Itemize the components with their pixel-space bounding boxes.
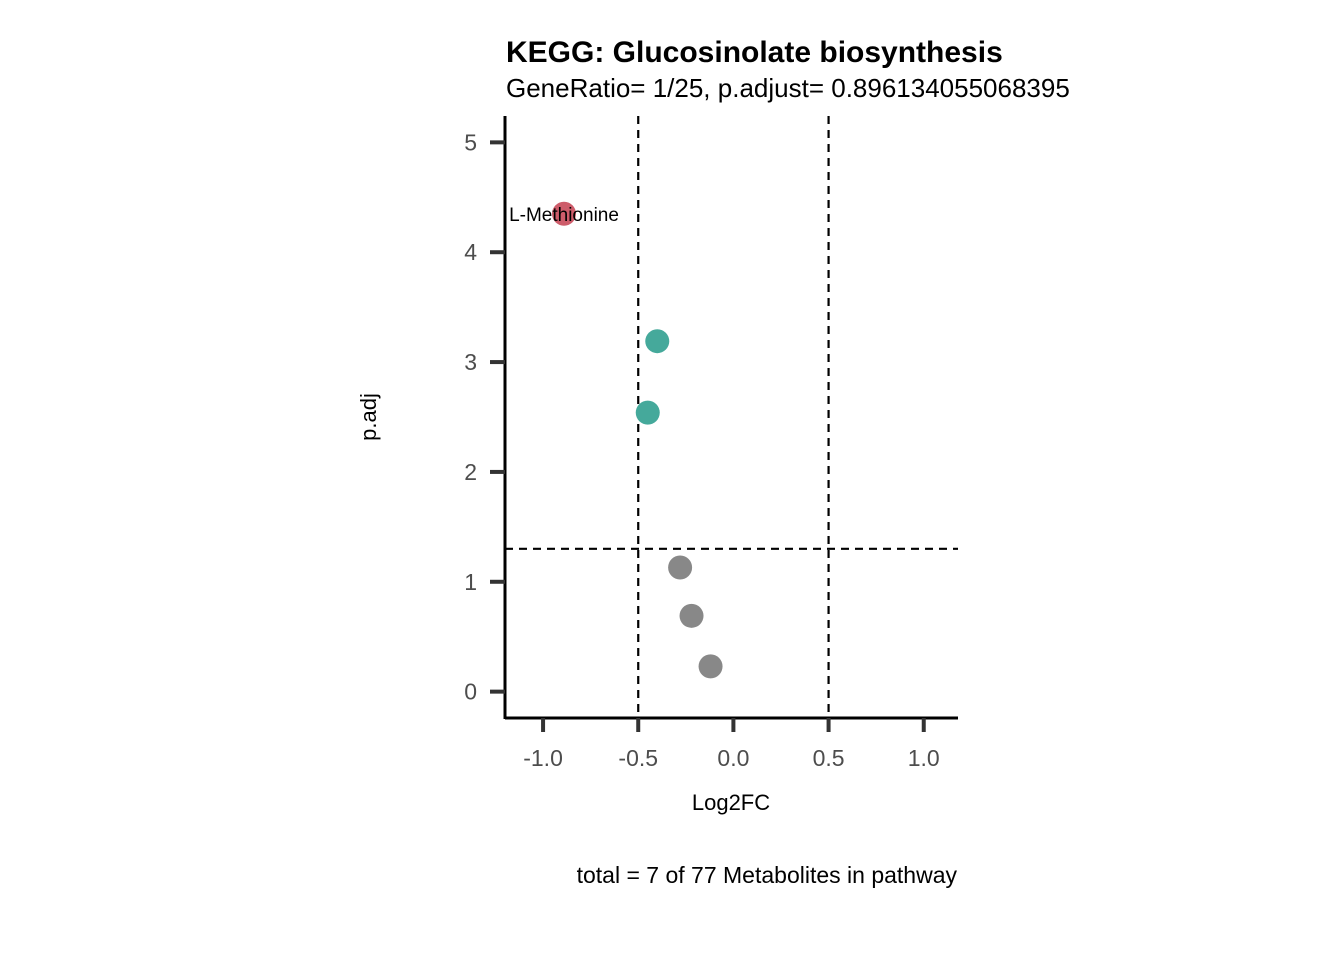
x-axis-ticks: -1.0 -0.5 0.0 0.5 1.0 [523,718,940,771]
x-tick-label-3: 0.5 [813,745,845,771]
y-tick-label-0: 0 [464,679,477,705]
chart-title: KEGG: Glucosinolate biosynthesis [506,36,1003,69]
data-point-5 [698,654,723,679]
data-point-1 [645,329,670,354]
x-axis-title: Log2FC [692,790,770,815]
y-tick-label-3: 3 [464,349,477,375]
data-point-0 [552,201,577,226]
data-point-4 [679,603,704,628]
x-tick-label-4: 1.0 [908,745,940,771]
data-point-2 [635,400,660,425]
chart-caption: total = 7 of 77 Metabolites in pathway [577,862,958,888]
y-tick-label-4: 4 [464,239,477,265]
x-tick-label-2: 0.0 [717,745,749,771]
y-axis-title: p.adj [356,393,381,441]
x-tick-label-0: -1.0 [523,745,563,771]
y-tick-label-5: 5 [464,129,477,155]
point-labels: L-Methionine [509,205,619,226]
x-tick-label-1: -0.5 [618,745,658,771]
y-axis-ticks: 0 1 2 3 4 5 [464,129,505,705]
point-label-0: L-Methionine [509,205,619,226]
y-tick-label-1: 1 [464,569,477,595]
data-points [552,201,723,679]
data-point-3 [668,555,693,580]
chart-subtitle: GeneRatio= 1/25, p.adjust= 0.89613405506… [506,73,1070,103]
y-tick-label-2: 2 [464,459,477,485]
